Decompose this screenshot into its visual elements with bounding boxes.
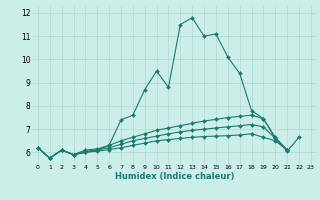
X-axis label: Humidex (Indice chaleur): Humidex (Indice chaleur) bbox=[115, 172, 234, 181]
